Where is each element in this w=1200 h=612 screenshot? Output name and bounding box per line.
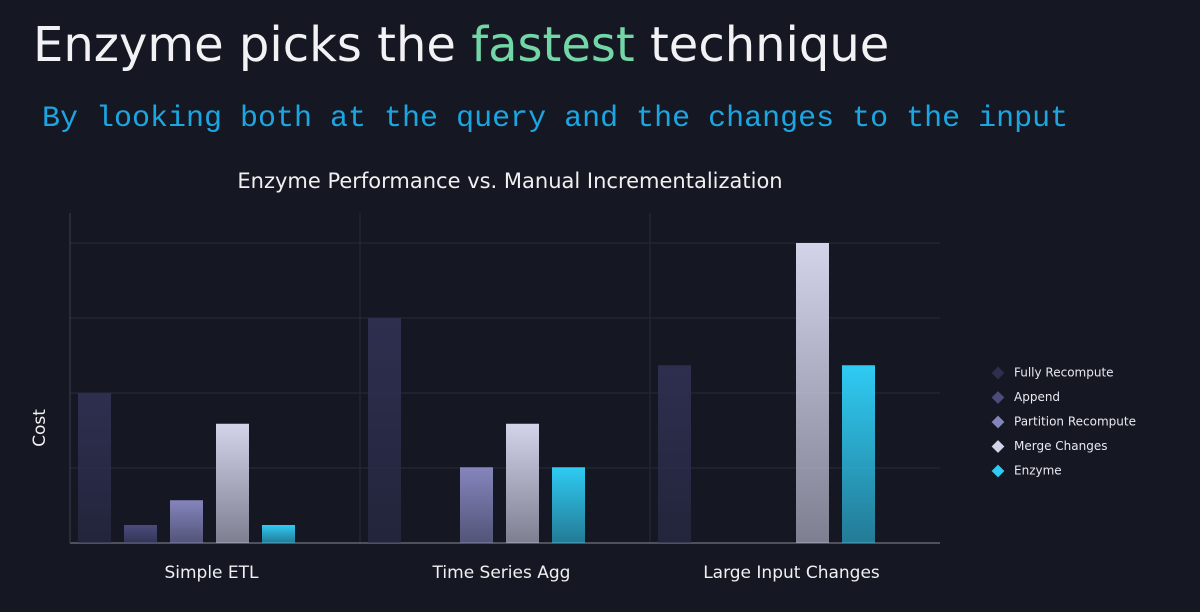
legend-label: Merge Changes xyxy=(1014,439,1107,453)
legend-label: Fully Recompute xyxy=(1014,366,1114,380)
bar xyxy=(368,318,401,543)
legend-label: Append xyxy=(1014,390,1060,404)
bar xyxy=(262,525,295,543)
bar xyxy=(78,393,111,543)
legend-marker xyxy=(991,415,1005,429)
bar xyxy=(170,500,203,543)
x-tick-label: Simple ETL xyxy=(164,563,259,583)
chart-title: Enzyme Performance vs. Manual Incrementa… xyxy=(237,169,782,193)
bar xyxy=(216,423,249,543)
slide-title: Enzyme picks the fastest technique xyxy=(33,17,889,73)
x-tick-label: Large Input Changes xyxy=(703,563,880,583)
bar xyxy=(124,525,157,543)
legend-label: Partition Recompute xyxy=(1014,415,1136,429)
x-tick-label: Time Series Agg xyxy=(432,563,571,583)
bar xyxy=(460,467,493,543)
bar xyxy=(506,423,539,543)
bar xyxy=(842,365,875,543)
legend-marker xyxy=(991,366,1005,380)
title-part: Enzyme picks the xyxy=(33,17,456,73)
legend-label: Enzyme xyxy=(1014,464,1062,478)
legend-marker xyxy=(991,391,1005,404)
bar xyxy=(658,365,691,543)
slide-subtitle: By looking both at the query and the cha… xyxy=(42,102,1068,136)
legend-marker xyxy=(991,464,1005,478)
y-axis-label: Cost xyxy=(30,409,50,447)
bar xyxy=(796,243,829,543)
title-highlight: fastest xyxy=(471,17,635,73)
legend-marker xyxy=(991,440,1005,453)
bar xyxy=(552,467,585,543)
title-part: technique xyxy=(650,17,889,73)
